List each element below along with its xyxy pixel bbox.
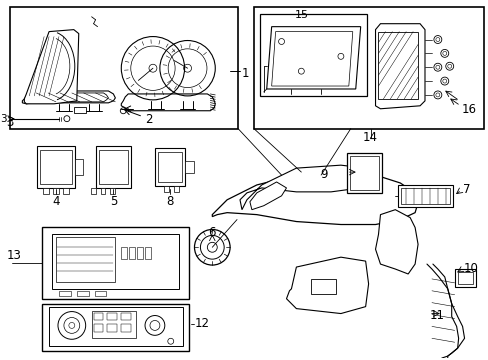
- Text: 3: 3: [6, 116, 14, 129]
- Bar: [158, 152, 181, 182]
- Text: 2: 2: [145, 113, 152, 126]
- Bar: [145, 247, 151, 259]
- Bar: [40, 150, 72, 184]
- Bar: [56, 237, 115, 282]
- Bar: [75, 159, 82, 175]
- Bar: [107, 312, 117, 320]
- Bar: [110, 188, 115, 194]
- Bar: [129, 247, 135, 259]
- Bar: [121, 247, 127, 259]
- Polygon shape: [375, 210, 417, 274]
- Text: 12: 12: [194, 316, 209, 329]
- Text: 5: 5: [109, 195, 117, 208]
- Text: 4: 4: [52, 195, 60, 208]
- Polygon shape: [22, 91, 115, 104]
- Polygon shape: [271, 32, 352, 86]
- Polygon shape: [32, 93, 108, 102]
- Bar: [95, 147, 131, 188]
- Bar: [101, 188, 105, 194]
- Polygon shape: [240, 165, 375, 210]
- Bar: [77, 291, 88, 296]
- Bar: [173, 186, 178, 192]
- Bar: [90, 188, 95, 194]
- Bar: [163, 186, 168, 192]
- Text: 11: 11: [429, 309, 444, 321]
- Bar: [137, 247, 143, 259]
- Bar: [52, 234, 178, 289]
- Bar: [42, 303, 188, 351]
- Bar: [253, 7, 483, 129]
- Bar: [378, 32, 417, 99]
- Bar: [99, 150, 128, 184]
- Bar: [42, 228, 188, 299]
- Bar: [184, 161, 194, 173]
- Text: 10: 10: [463, 262, 477, 275]
- Bar: [91, 311, 136, 338]
- Text: 8: 8: [166, 195, 173, 208]
- Bar: [121, 324, 131, 332]
- Polygon shape: [121, 94, 215, 111]
- Text: 16: 16: [461, 103, 476, 116]
- Bar: [155, 148, 184, 186]
- Bar: [49, 307, 182, 346]
- Bar: [121, 312, 131, 320]
- Bar: [9, 7, 238, 129]
- Text: 15: 15: [294, 10, 308, 20]
- Text: 3: 3: [0, 114, 6, 124]
- Bar: [397, 185, 452, 207]
- Text: 13: 13: [6, 249, 21, 262]
- Text: 6: 6: [208, 226, 216, 239]
- Bar: [310, 279, 335, 294]
- Polygon shape: [266, 27, 360, 89]
- Bar: [346, 153, 382, 193]
- Polygon shape: [249, 182, 286, 210]
- Bar: [63, 188, 69, 194]
- Bar: [349, 156, 379, 190]
- Text: 9: 9: [320, 168, 327, 181]
- Bar: [74, 107, 85, 113]
- Polygon shape: [286, 257, 368, 314]
- Text: 14: 14: [363, 131, 377, 144]
- Bar: [259, 14, 366, 96]
- Text: 1: 1: [242, 67, 249, 80]
- Bar: [454, 269, 475, 287]
- Polygon shape: [212, 173, 417, 225]
- Text: 7: 7: [462, 183, 469, 196]
- Bar: [53, 188, 59, 194]
- Polygon shape: [375, 24, 424, 109]
- Bar: [457, 272, 472, 284]
- Bar: [37, 147, 75, 188]
- Bar: [59, 291, 71, 296]
- Bar: [94, 291, 106, 296]
- Bar: [93, 312, 103, 320]
- Bar: [43, 188, 49, 194]
- Bar: [401, 188, 449, 204]
- Bar: [107, 324, 117, 332]
- Bar: [93, 324, 103, 332]
- Polygon shape: [24, 30, 79, 104]
